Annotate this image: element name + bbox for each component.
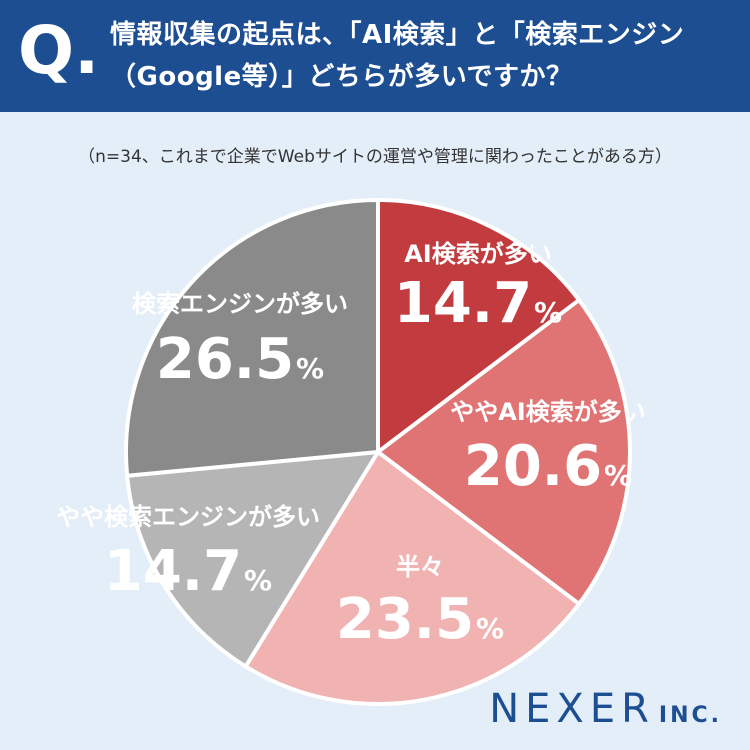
slice-value-4: 14.7% — [104, 539, 272, 604]
question-header: Q. 情報収集の起点は、「AI検索」と「検索エンジン （Google等）」どちら… — [0, 0, 750, 112]
slice-value-3: 23.5% — [336, 587, 504, 652]
pie-slice-1 — [376, 198, 582, 454]
pie-slice-3 — [243, 450, 582, 706]
slice-label-1: AI検索が多い — [404, 240, 552, 268]
question-mark: Q. — [18, 12, 100, 89]
question-title-line1: 情報収集の起点は、「AI検索」と「検索エンジン — [110, 20, 685, 50]
company-logo: NEXER INC. — [489, 686, 722, 732]
slice-label-4: やや検索エンジンが多い — [56, 503, 320, 531]
slice-label-5: 検索エンジンが多い — [132, 290, 348, 318]
logo-name: NEXER — [489, 686, 655, 732]
slice-value-5: 26.5% — [156, 327, 324, 392]
slice-label-3: 半々 — [396, 553, 444, 581]
slice-label-2: ややAI検索が多い — [450, 398, 646, 426]
logo-suffix: INC. — [658, 703, 722, 728]
pie-slice-4 — [125, 450, 380, 669]
question-title: 情報収集の起点は、「AI検索」と「検索エンジン （Google等）」どちらが多い… — [110, 14, 740, 98]
slice-value-1: 14.7% — [394, 271, 562, 336]
slice-value-2: 20.6% — [464, 434, 632, 499]
pie-slice-5 — [124, 198, 380, 478]
pie-slice-2 — [376, 298, 632, 606]
question-title-line2: （Google等）」どちらが多いですか？ — [110, 62, 573, 92]
sample-note: （n=34、これまで企業でWebサイトの運営や管理に関わったことがある方） — [78, 147, 672, 167]
